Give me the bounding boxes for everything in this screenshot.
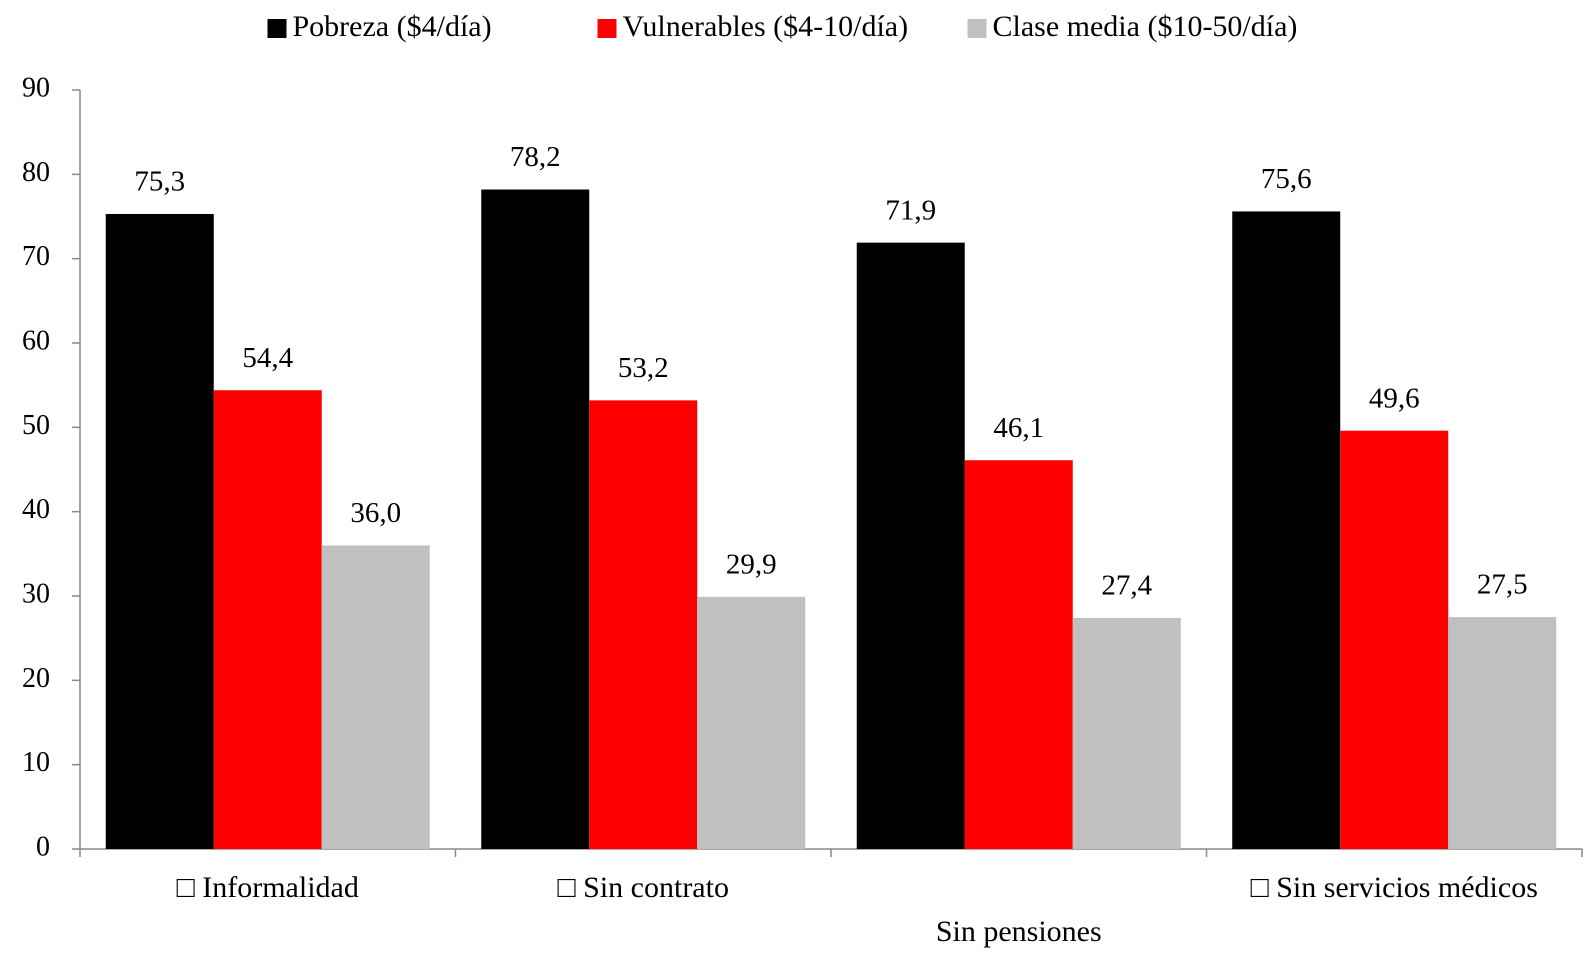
value-label: 53,2 bbox=[618, 352, 669, 384]
value-label: 54,4 bbox=[242, 342, 293, 374]
value-label: 75,6 bbox=[1261, 163, 1312, 195]
bar bbox=[481, 189, 590, 850]
value-label: 36,0 bbox=[350, 497, 401, 529]
bar bbox=[589, 400, 698, 849]
bar bbox=[964, 460, 1073, 849]
legend-label: Vulnerables ($4-10/día) bbox=[623, 10, 909, 43]
y-tick-label: 40 bbox=[22, 494, 50, 525]
y-tick-label: 60 bbox=[22, 325, 50, 356]
legend-label: Pobreza ($4/día) bbox=[293, 10, 492, 43]
bar bbox=[321, 545, 430, 849]
y-tick-label: 70 bbox=[22, 241, 50, 272]
value-label: 78,2 bbox=[510, 141, 561, 173]
y-tick-label: 30 bbox=[22, 578, 50, 609]
x-tick-label: □ Sin contrato bbox=[558, 871, 729, 904]
y-tick-label: 90 bbox=[22, 72, 50, 103]
bar bbox=[1340, 430, 1449, 849]
bar bbox=[1448, 617, 1557, 849]
value-label: 49,6 bbox=[1369, 382, 1420, 414]
legend-swatch bbox=[597, 19, 617, 38]
y-tick-label: 50 bbox=[22, 410, 50, 441]
value-label: 29,9 bbox=[726, 548, 777, 580]
value-label: 46,1 bbox=[993, 412, 1044, 444]
y-tick-label: 0 bbox=[36, 831, 50, 862]
x-tick-label: Sin pensiones bbox=[936, 915, 1102, 948]
legend-swatch bbox=[967, 19, 987, 38]
x-tick-label: □ Sin servicios médicos bbox=[1251, 871, 1538, 904]
value-label: 75,3 bbox=[134, 166, 185, 198]
value-label: 27,4 bbox=[1101, 570, 1152, 602]
y-tick-label: 10 bbox=[22, 747, 50, 778]
bar bbox=[105, 213, 214, 850]
bar bbox=[697, 596, 806, 849]
bar bbox=[1232, 211, 1341, 849]
bar bbox=[856, 242, 965, 850]
bar bbox=[1072, 617, 1181, 849]
x-tick-label: □ Informalidad bbox=[177, 871, 359, 904]
legend-label: Clase media ($10-50/día) bbox=[993, 10, 1298, 43]
legend-swatch bbox=[267, 19, 287, 38]
value-label: 27,5 bbox=[1477, 569, 1528, 601]
y-tick-label: 80 bbox=[22, 157, 50, 188]
y-tick-label: 20 bbox=[22, 663, 50, 694]
bar bbox=[213, 390, 322, 849]
value-label: 71,9 bbox=[885, 194, 936, 226]
